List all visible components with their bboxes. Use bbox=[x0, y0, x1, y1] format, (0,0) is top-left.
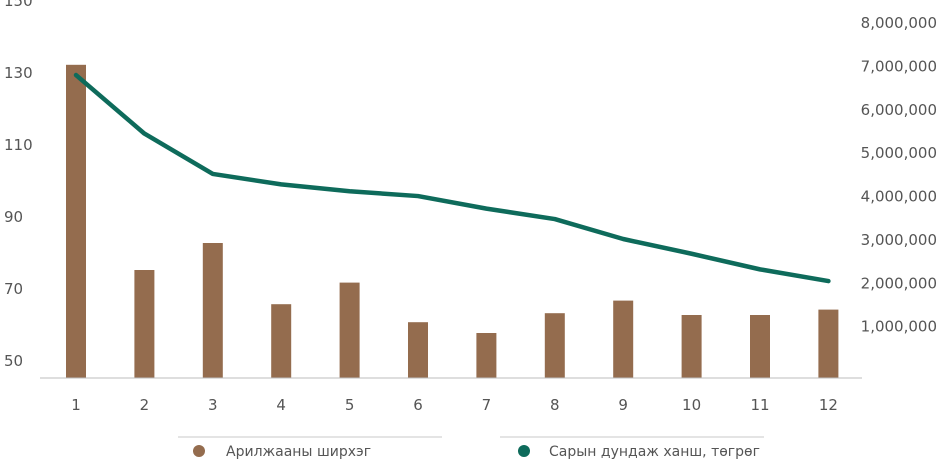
left-tick-label: 50 bbox=[4, 352, 23, 370]
x-tick-label: 12 bbox=[819, 396, 838, 414]
bar bbox=[750, 315, 770, 378]
bar bbox=[408, 322, 428, 378]
legend-label-bar: Арилжааны ширхэг bbox=[226, 444, 371, 460]
right-tick-label: 1,000,000 bbox=[861, 318, 937, 336]
bar bbox=[544, 313, 565, 378]
right-tick-label: 6,000,000 bbox=[861, 101, 937, 119]
x-tick-label: 4 bbox=[276, 396, 286, 414]
left-tick-label: 130 bbox=[4, 64, 33, 82]
bar bbox=[681, 315, 702, 378]
legend-marker-bar bbox=[193, 445, 205, 457]
legend: Арилжааны ширхэг Сарын дундаж ханш, төгрө… bbox=[178, 436, 764, 460]
x-tick-label: 10 bbox=[682, 396, 701, 414]
bar bbox=[613, 300, 634, 378]
x-tick-label: 2 bbox=[140, 396, 150, 414]
legend-marker-line bbox=[518, 445, 530, 457]
right-tick-label: 3,000,000 bbox=[861, 231, 937, 249]
left-tick-label: 110 bbox=[4, 136, 33, 154]
bar bbox=[271, 304, 292, 378]
x-axis-ticks: 1 2 3 4 5 6 7 8 9 10 11 12 bbox=[71, 396, 838, 414]
right-tick-label: 4,000,000 bbox=[861, 188, 937, 206]
right-axis-ticks: 1,000,000 2,000,000 3,000,000 4,000,000 5,00… bbox=[861, 14, 937, 336]
x-tick-label: 11 bbox=[750, 396, 769, 414]
left-axis-ticks: 50 70 90 110 130 150 bbox=[4, 0, 33, 370]
line-series bbox=[73, 72, 831, 284]
bar bbox=[66, 64, 86, 379]
x-tick-label: 5 bbox=[345, 396, 355, 414]
right-tick-label: 5,000,000 bbox=[861, 144, 937, 162]
bar-series bbox=[66, 64, 839, 379]
x-tick-label: 7 bbox=[482, 396, 492, 414]
x-tick-label: 9 bbox=[618, 396, 628, 414]
series-line bbox=[73, 72, 831, 284]
x-tick-label: 8 bbox=[550, 396, 560, 414]
left-tick-label: 90 bbox=[4, 208, 23, 226]
bar bbox=[476, 333, 497, 378]
x-tick-label: 6 bbox=[413, 396, 423, 414]
bar bbox=[818, 309, 839, 378]
x-tick-label: 3 bbox=[208, 396, 218, 414]
legend-label-line: Сарын дундаж ханш, төгрөг bbox=[549, 444, 760, 460]
left-tick-label: 70 bbox=[4, 280, 23, 298]
bar bbox=[202, 243, 223, 378]
right-tick-label: 2,000,000 bbox=[861, 274, 937, 292]
bar bbox=[134, 270, 155, 378]
right-tick-label: 8,000,000 bbox=[861, 14, 937, 32]
bar bbox=[339, 282, 360, 378]
x-tick-label: 1 bbox=[71, 396, 81, 414]
right-tick-label: 7,000,000 bbox=[861, 57, 937, 75]
left-tick-label: 150 bbox=[4, 0, 33, 10]
